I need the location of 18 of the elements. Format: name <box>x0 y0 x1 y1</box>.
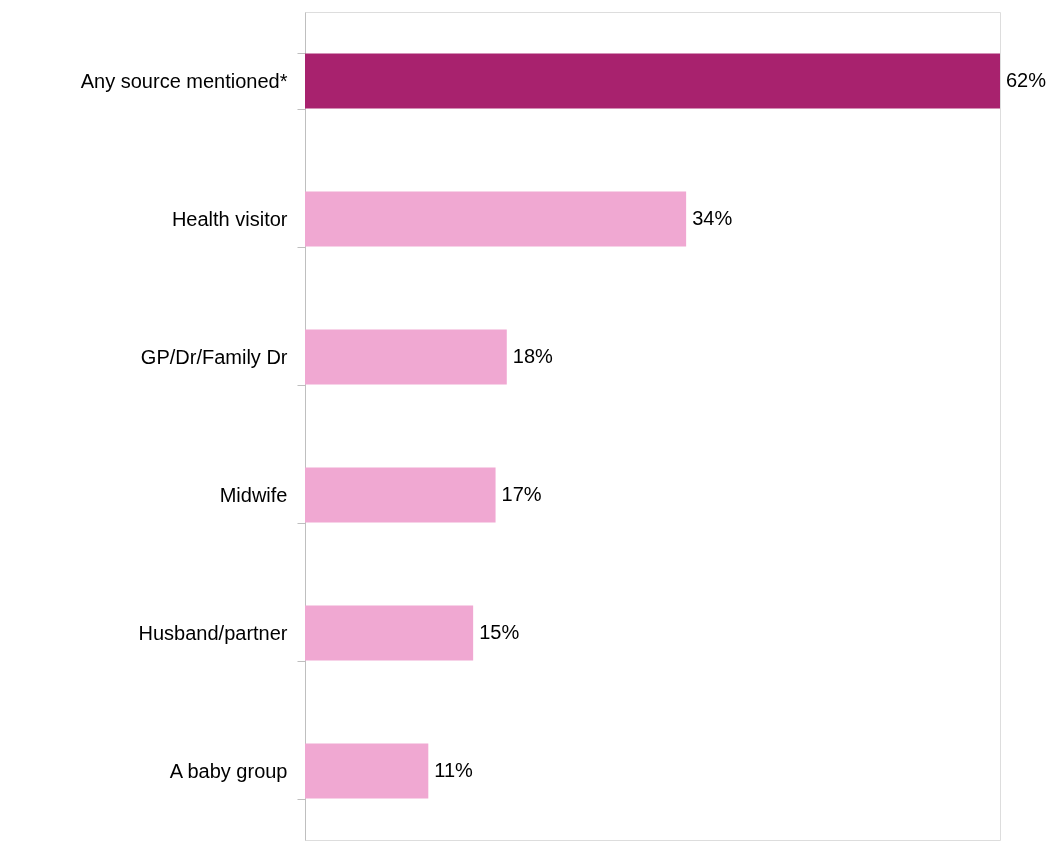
y-tick-label: Midwife <box>219 483 288 506</box>
y-tick-label: A baby group <box>169 759 288 782</box>
y-tick-label: Any source mentioned* <box>80 69 288 92</box>
bar <box>305 743 429 799</box>
data-label: 15% <box>479 621 520 643</box>
bar <box>305 329 507 385</box>
bar <box>305 53 1000 109</box>
data-label: 11% <box>434 759 474 781</box>
bar <box>305 191 687 247</box>
y-tick-label: Husband/partner <box>138 621 288 644</box>
bar <box>305 467 496 523</box>
data-label: 34% <box>692 207 733 229</box>
data-label: 62% <box>1006 69 1047 91</box>
y-tick-label: Health visitor <box>171 207 288 230</box>
data-label: 18% <box>512 345 554 367</box>
data-label: 17% <box>501 483 542 505</box>
bar <box>305 605 474 661</box>
y-tick-label: GP/Dr/Family Dr <box>140 345 288 368</box>
